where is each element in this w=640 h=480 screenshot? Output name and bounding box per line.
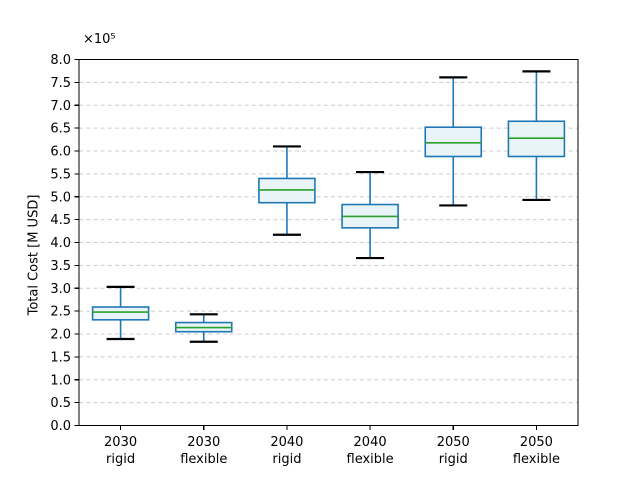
x-tick-label-year: 2030: [104, 435, 137, 450]
x-tick-label-type: flexible: [347, 452, 394, 467]
y-tick-label: 7.5: [50, 76, 71, 91]
y-tick-label: 5.0: [50, 190, 71, 205]
y-tick-label: 5.5: [50, 167, 71, 182]
y-tick-label: 6.0: [50, 145, 71, 160]
x-tick-label-year: 2050: [520, 435, 553, 450]
box-2050-rigid: [424, 76, 483, 207]
x-tick-labels: 2030 rigid 2030 flexible 2040 rigid 2040 flexib…: [104, 425, 560, 467]
y-tick-label: 0.5: [50, 396, 71, 411]
x-tick-label-year: 2040: [354, 435, 387, 450]
y-tick-label: 1.0: [50, 373, 71, 388]
box-2040-rigid: [258, 145, 316, 236]
x-tick-label-type: rigid: [439, 452, 468, 467]
y-tick-label: 4.0: [50, 236, 71, 251]
box-2040-flexible: [341, 170, 399, 260]
x-tick-label-type: rigid: [106, 452, 135, 467]
x-tick-label-type: rigid: [272, 452, 301, 467]
y-tick-label: 8.0: [50, 53, 71, 68]
y-tick-labels: 0.0 0.5 1.0 1.5 2.0 2.5 3.0 3.5 4.0 4.5 5.0 5.5 6.0 6…: [50, 53, 79, 434]
x-tick-label-type: flexible: [513, 452, 560, 467]
box-2030-flexible: [174, 313, 233, 343]
y-axis-offset-label: ×10⁵: [83, 32, 116, 47]
y-tick-label: 3.5: [50, 259, 71, 274]
y-tick-label: 2.5: [50, 305, 71, 320]
y-tick-label: 7.0: [50, 99, 71, 114]
x-tick-label-year: 2030: [187, 435, 220, 450]
y-gridlines: [79, 59, 578, 426]
iqr-box: [91, 306, 150, 321]
y-tick-label: 3.0: [50, 282, 71, 297]
y-tick-label: 4.5: [50, 213, 71, 228]
box-2030-rigid: [91, 285, 150, 341]
y-tick-label: 6.5: [50, 122, 71, 137]
y-axis-label: Total Cost [M USD]: [26, 194, 42, 316]
x-tick-label-year: 2050: [437, 435, 470, 450]
iqr-box: [424, 126, 483, 158]
x-tick-label-year: 2040: [270, 435, 303, 450]
y-tick-label: 1.5: [50, 350, 71, 365]
y-tick-label: 2.0: [50, 328, 71, 343]
y-tick-label: 0.0: [50, 419, 71, 434]
x-tick-label-type: flexible: [180, 452, 227, 467]
box-2050-flexible: [507, 70, 566, 202]
